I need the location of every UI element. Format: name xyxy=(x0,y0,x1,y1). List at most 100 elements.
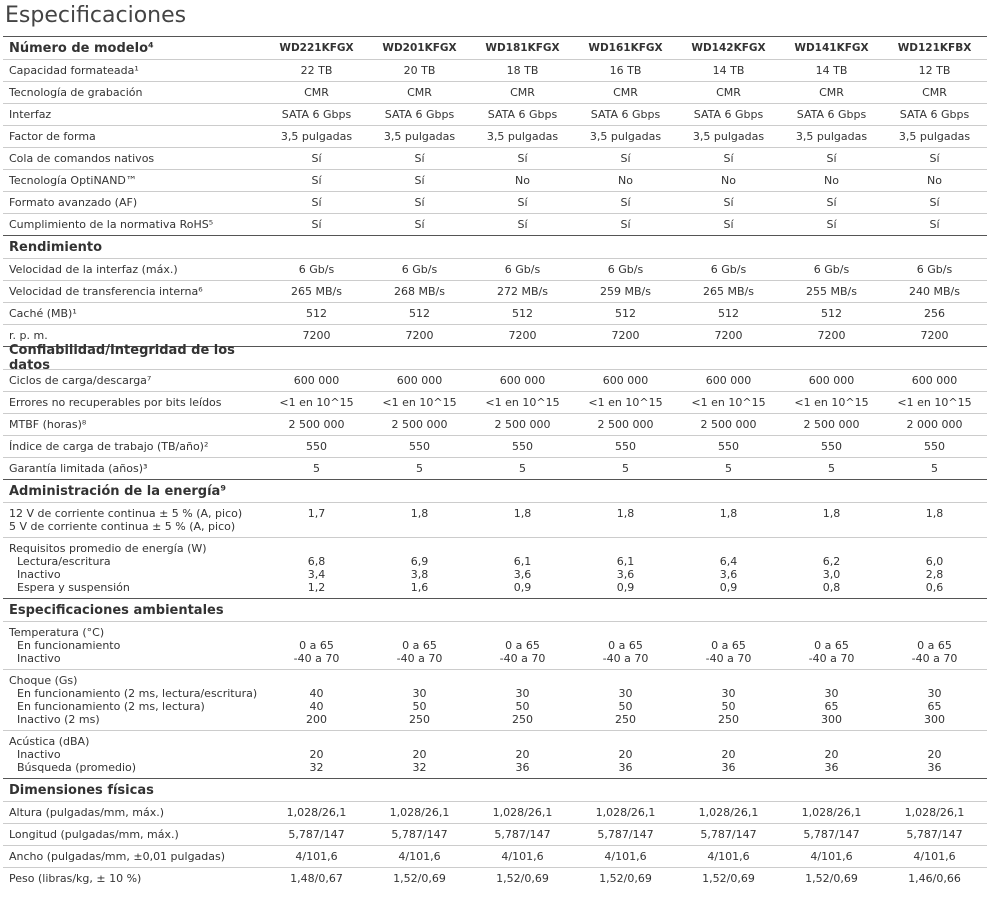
value-cell: 3,5 pulgadas xyxy=(677,130,780,143)
value-cell: 20 36 xyxy=(471,735,574,774)
row-label: Tecnología OptiNAND™ xyxy=(9,174,137,187)
value-cell: 1,52/0,69 xyxy=(677,872,780,885)
value-cell: 5,787/147 xyxy=(368,828,471,841)
row-label-cell: Tecnología OptiNAND™ xyxy=(3,174,265,187)
value: Sí xyxy=(414,196,425,209)
value-cell: 20 32 xyxy=(265,735,368,774)
section-title: Número de modelo⁴ xyxy=(9,40,154,56)
section-header: Dimensiones físicas xyxy=(3,778,987,801)
value: 512 xyxy=(718,307,739,320)
row-sublabel: Inactivo xyxy=(17,652,61,665)
value: 6,4 xyxy=(719,555,738,568)
value-cell: 18 TB xyxy=(471,64,574,77)
value: 1,8 xyxy=(513,507,532,520)
spec-row: Tecnología OptiNAND™ Sí Sí No No No No No xyxy=(3,169,987,191)
value-cell: 6,1 3,6 0,9 xyxy=(471,542,574,594)
value-cell: 5,787/147 xyxy=(883,828,986,841)
value-cell: SATA 6 Gbps xyxy=(883,108,986,121)
value: 6,8 xyxy=(307,555,326,568)
value-cell: No xyxy=(471,174,574,187)
value: 240 MB/s xyxy=(909,285,960,298)
value-cell: 0 a 65 -40 a 70 xyxy=(368,626,471,665)
value: 3,6 xyxy=(719,568,738,581)
row-label: r. p. m. xyxy=(9,329,48,342)
value-cell: 14 TB xyxy=(780,64,883,77)
value: 6 Gb/s xyxy=(607,263,644,276)
value: 2 500 000 xyxy=(288,418,345,431)
value: No xyxy=(927,174,942,187)
row-label-cell: Cola de comandos nativos xyxy=(3,152,265,165)
value: 600 000 xyxy=(396,374,443,387)
model-name: WD201KFGX xyxy=(382,42,457,54)
value: 600 000 xyxy=(293,374,340,387)
spec-row: Velocidad de la interfaz (máx.) 6 Gb/s 6 G… xyxy=(3,258,987,280)
value-cell: 5,787/147 xyxy=(780,828,883,841)
value: 32 xyxy=(412,761,427,774)
value: 3,5 pulgadas xyxy=(795,130,868,143)
value: 0 a 65 xyxy=(711,639,746,652)
value-cell: Sí xyxy=(883,218,986,231)
spec-row: MTBF (horas)⁸ 2 500 000 2 500 000 2 500 000… xyxy=(3,413,987,435)
value: CMR xyxy=(407,86,432,99)
value: 20 xyxy=(515,748,530,761)
value: 16 TB xyxy=(609,64,642,77)
value: 14 TB xyxy=(815,64,848,77)
value-cell: 5 xyxy=(574,462,677,475)
row-label: MTBF (horas)⁸ xyxy=(9,418,87,431)
value: SATA 6 Gbps xyxy=(281,108,352,121)
value: 3,5 pulgadas xyxy=(898,130,971,143)
value: 3,5 pulgadas xyxy=(280,130,353,143)
value-cell: 550 xyxy=(574,440,677,453)
value-cell: 550 xyxy=(368,440,471,453)
value-cell: 512 xyxy=(368,307,471,320)
row-label: Longitud (pulgadas/mm, máx.) xyxy=(9,828,179,841)
value-cell: 30 50 250 xyxy=(574,674,677,726)
value-cell: 4/101,6 xyxy=(883,850,986,863)
row-label: Caché (MB)¹ xyxy=(9,307,77,320)
value-cell: CMR xyxy=(265,86,368,99)
value: 30 xyxy=(412,687,427,700)
value-cell: 30 65 300 xyxy=(780,674,883,726)
section-title: Administración de la energía⁹ xyxy=(9,483,227,499)
row-label-cell: Ciclos de carga/descarga⁷ xyxy=(3,374,265,387)
spec-row: Acústica (dBA) Inactivo Búsqueda (promedio… xyxy=(3,730,987,778)
value: 7200 xyxy=(405,329,434,342)
value: 36 xyxy=(824,761,839,774)
value: 550 xyxy=(718,440,739,453)
value-cell: 2 500 000 xyxy=(780,418,883,431)
value-cell: 5 xyxy=(677,462,780,475)
value-cell: 4/101,6 xyxy=(780,850,883,863)
row-label-cell: Interfaz xyxy=(3,108,265,121)
value-cell: No xyxy=(574,174,677,187)
value: 256 xyxy=(924,307,945,320)
spec-row: Garantía limitada (años)³ 5 5 5 5 5 5 5 xyxy=(3,457,987,479)
row-label-cell: Peso (libras/kg, ± 10 %) xyxy=(3,872,265,885)
row-sublabel: Espera y suspensión xyxy=(17,581,130,594)
value-cell: 600 000 xyxy=(471,374,574,387)
value: <1 en 10^15 xyxy=(588,396,663,409)
value: 0,9 xyxy=(513,581,532,594)
value: 268 MB/s xyxy=(394,285,445,298)
row-label: Errores no recuperables por bits leídos xyxy=(9,396,222,409)
value: 3,8 xyxy=(410,568,429,581)
value: CMR xyxy=(613,86,638,99)
value: 36 xyxy=(618,761,633,774)
value-cell: SATA 6 Gbps xyxy=(677,108,780,121)
value-cell: Sí xyxy=(368,218,471,231)
value-cell: SATA 6 Gbps xyxy=(265,108,368,121)
value-cell: 5 xyxy=(471,462,574,475)
value: 300 xyxy=(821,713,842,726)
row-sublabel: En funcionamiento (2 ms, lectura) xyxy=(17,700,205,713)
value: 65 xyxy=(824,700,839,713)
value-cell: 1,028/26,1 xyxy=(574,806,677,819)
value-cell: 16 TB xyxy=(574,64,677,77)
value: 5,787/147 xyxy=(391,828,448,841)
model-name: WD141KFGX xyxy=(794,42,869,54)
value-cell: 600 000 xyxy=(574,374,677,387)
value: 3,0 xyxy=(822,568,841,581)
value: 1,028/26,1 xyxy=(698,806,759,819)
value: 36 xyxy=(927,761,942,774)
value: -40 a 70 xyxy=(911,652,958,665)
value: <1 en 10^15 xyxy=(794,396,869,409)
value-cell: 3,5 pulgadas xyxy=(574,130,677,143)
